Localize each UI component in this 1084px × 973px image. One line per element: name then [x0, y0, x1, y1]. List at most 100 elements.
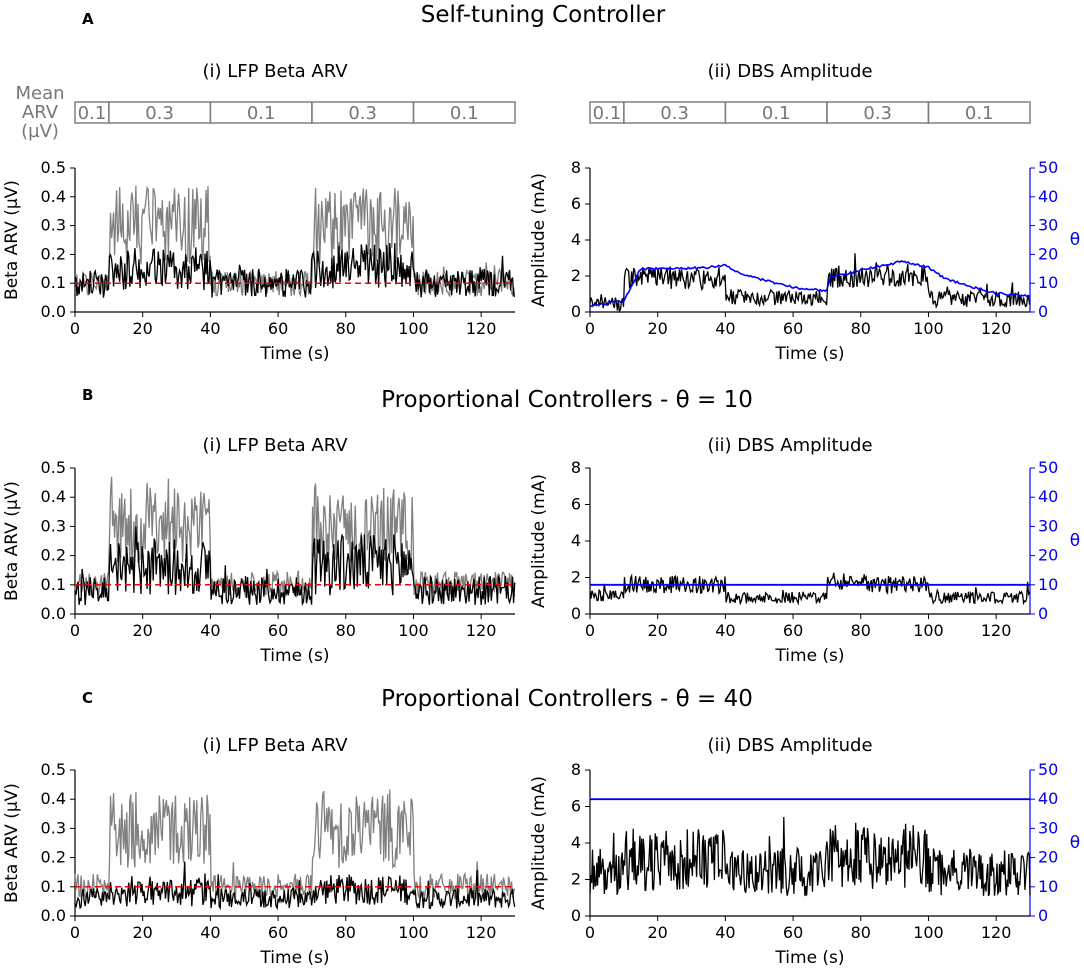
panel-b-i-y-tick-label-5: 0.5	[41, 458, 66, 477]
row-c-title: Proportional Controllers - θ = 40	[381, 686, 753, 712]
panel-c-i-y-tick-label-1: 0.1	[41, 877, 66, 896]
mean-arv-right-segment-label-1: 0.3	[660, 103, 689, 124]
panel-a-ii-y-tick-label-1: 2	[571, 266, 581, 285]
panel-c-i-open-loop-line	[74, 789, 516, 901]
panel-a-i-x-tick-label-6: 120	[466, 319, 497, 338]
panel-b-i-x-tick-label-1: 20	[133, 621, 153, 640]
panel-b-ii-x-tick-label-1: 20	[648, 621, 668, 640]
panel-c-i-x-label: Time (s)	[259, 948, 329, 968]
panel-a-ii-x-tick-label-5: 100	[913, 319, 944, 338]
mean-arv-left-segment-label-0: 0.1	[78, 103, 107, 124]
panel-c-ii-theta-tick-label-0: 0	[1038, 906, 1048, 925]
panel-b-i-y-tick-label-0: 0.0	[41, 604, 66, 623]
panel-b-i-y-tick-label-1: 0.1	[41, 575, 66, 594]
panel-c-i-x-tick-label-1: 20	[133, 923, 153, 942]
panel-a-ii-y-label: Amplitude (mA)	[529, 173, 549, 307]
mean-arv-label-line2: ARV	[22, 102, 59, 123]
mean-arv-right-segment-label-3: 0.3	[863, 103, 892, 124]
mean-arv-right-segment-label-2: 0.1	[762, 103, 791, 124]
mean-arv-label-line1: Mean	[15, 83, 64, 104]
panel-b-i-closed-loop-line	[74, 526, 516, 607]
panel-b-ii-x-tick-label-6: 120	[981, 621, 1012, 640]
panel-c-ii-y-tick-label-1: 2	[571, 870, 581, 889]
panel-c-i-y-tick-label-4: 0.4	[41, 789, 66, 808]
panel-a-ii-theta-line	[589, 259, 1031, 308]
panel-b-i-x-tick-label-6: 120	[466, 621, 497, 640]
mean-arv-right-segment-label-4: 0.1	[965, 103, 994, 124]
panel-b-i-x-tick-label-0: 0	[70, 621, 80, 640]
panel-c-i-x-tick-label-4: 80	[336, 923, 356, 942]
panel-c-ii-y-tick-label-0: 0	[571, 906, 581, 925]
panel-b-i-y-tick-label-4: 0.4	[41, 487, 66, 506]
mean-arv-left-segment-label-2: 0.1	[247, 103, 276, 124]
panel-a-ii-theta-tick-label-5: 50	[1038, 158, 1058, 177]
panel-a-i-y-label: Beta ARV (µV)	[2, 180, 22, 300]
panel-c-ii-x-tick-label-1: 20	[648, 923, 668, 942]
mean-arv-left-segment-label-1: 0.3	[145, 103, 174, 124]
panel-b-ii-x-tick-label-5: 100	[913, 621, 944, 640]
panel-c-ii-theta-tick-label-3: 30	[1038, 818, 1058, 837]
c-ii-title: (ii) DBS Amplitude	[707, 735, 872, 756]
row-c-letter: C	[82, 689, 93, 707]
panel-a-i-x-tick-label-2: 40	[200, 319, 220, 338]
panel-a-i-y-tick-label-2: 0.2	[41, 244, 66, 263]
panel-b-i-x-tick-label-5: 100	[398, 621, 429, 640]
b-ii-title: (ii) DBS Amplitude	[707, 435, 872, 456]
panel-b-i-y-label: Beta ARV (µV)	[2, 481, 22, 601]
panel-b-i-x-tick-label-4: 80	[336, 621, 356, 640]
panel-b-ii-theta-tick-label-0: 0	[1038, 604, 1048, 623]
panel-c-i-x-tick-label-0: 0	[70, 923, 80, 942]
panel-a-ii-y-tick-label-0: 0	[571, 302, 581, 321]
panel-a-i-x-tick-label-0: 0	[70, 319, 80, 338]
panel-a-ii-theta-tick-label-2: 20	[1038, 244, 1058, 263]
a-i-title: (i) LFP Beta ARV	[202, 61, 348, 82]
b-i-title: (i) LFP Beta ARV	[202, 435, 348, 456]
panel-c-ii-x-tick-label-4: 80	[851, 923, 871, 942]
panel-b-i-x-tick-label-2: 40	[200, 621, 220, 640]
panel-b-i-x-label: Time (s)	[259, 646, 329, 666]
panel-b-ii-x-tick-label-4: 80	[851, 621, 871, 640]
mean-arv-label-line3: (µV)	[21, 121, 59, 142]
panel-b-i: 0 20 40 60 80 100 120 0.0 0.1 0.2 0.3 0.4 0.5 Time (s…	[2, 458, 516, 666]
panel-a-ii-x-tick-label-3: 60	[783, 319, 803, 338]
panel-b-ii-y-tick-label-4: 8	[571, 458, 581, 477]
panel-a-i-closed-loop-line	[74, 242, 516, 298]
panel-a-i: 0 20 40 60 80 100 120 0.0 0.1 0.2 0.3 0.4 0.5 Time (s…	[2, 158, 516, 364]
panel-a-i-x-label: Time (s)	[259, 344, 329, 364]
panel-a-ii-y-tick-label-2: 4	[571, 230, 581, 249]
panel-c-ii-x-tick-label-5: 100	[913, 923, 944, 942]
panel-a-ii-x-tick-label-1: 20	[648, 319, 668, 338]
mean-arv-right-segment-4	[927, 101, 1031, 124]
panel-c-i-x-tick-label-6: 120	[466, 923, 497, 942]
panel-c-ii-theta-label: θ	[1070, 833, 1080, 853]
c-i-title: (i) LFP Beta ARV	[202, 735, 348, 756]
panel-b-ii-y-tick-label-3: 6	[571, 495, 581, 514]
panel-b-ii-y-tick-label-0: 0	[571, 604, 581, 623]
panel-b-ii-x-tick-label-0: 0	[585, 621, 595, 640]
panel-a-i-x-tick-label-4: 80	[336, 319, 356, 338]
panel-a-i-x-tick-label-3: 60	[268, 319, 288, 338]
panel-a-ii-theta-label: θ	[1070, 230, 1080, 250]
panel-a-i-y-tick-label-5: 0.5	[41, 158, 66, 177]
panel-b-i-y-tick-label-3: 0.3	[41, 516, 66, 535]
panel-c-ii-theta-tick-label-5: 50	[1038, 760, 1058, 779]
panel-a-i-y-tick-label-3: 0.3	[41, 216, 66, 235]
panel-a-ii-theta-tick-label-4: 40	[1038, 187, 1058, 206]
panel-c-i-closed-loop-line	[74, 861, 516, 911]
panel-c-i-y-label: Beta ARV (µV)	[2, 783, 22, 903]
panel-a-ii-theta-tick-label-1: 10	[1038, 273, 1058, 292]
panel-a-ii-theta-tick-label-0: 0	[1038, 302, 1048, 321]
panel-c-ii-x-tick-label-6: 120	[981, 923, 1012, 942]
panel-a-i-x-tick-label-1: 20	[133, 319, 153, 338]
panel-a-i-y-tick-label-4: 0.4	[41, 187, 66, 206]
panel-b-i-y-tick-label-2: 0.2	[41, 546, 66, 565]
panel-a-i-y-tick-label-1: 0.1	[41, 273, 66, 292]
a-ii-title: (ii) DBS Amplitude	[707, 61, 872, 82]
panel-c-ii-x-tick-label-0: 0	[585, 923, 595, 942]
panel-c-i-x-tick-label-2: 40	[200, 923, 220, 942]
panel-c-ii-x-tick-label-2: 40	[715, 923, 735, 942]
